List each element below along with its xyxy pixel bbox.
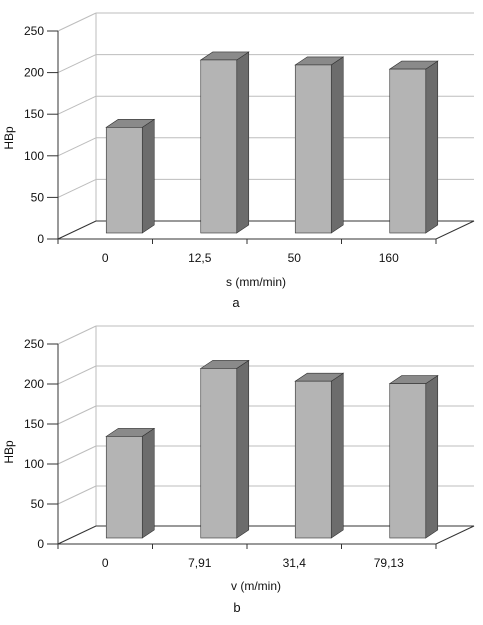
bar (294, 372, 345, 539)
y-tick-label: 150 (24, 417, 44, 431)
bar (105, 427, 156, 539)
y-tick-label: 250 (24, 24, 44, 38)
bar-front (105, 127, 143, 234)
chart-b-x-ticks: 0 7,91 31,4 79,13 (57, 544, 437, 570)
bar (294, 56, 345, 234)
bar-side (330, 372, 344, 539)
bar-front (294, 64, 332, 234)
chart-a-bars (105, 51, 439, 234)
gridline-diagonal (57, 445, 97, 465)
y-tick-label: 0 (37, 232, 44, 246)
bar-front (200, 368, 238, 539)
y-tick-label: 250 (24, 337, 44, 351)
floor-plane (57, 220, 475, 240)
y-tick-label: 100 (24, 457, 44, 471)
bar-front (294, 380, 332, 539)
y-tick-label: 0 (37, 537, 44, 551)
x-tick-label: 7,91 (188, 556, 212, 570)
chart-a-x-ticks: 0 12,5 50 160 (57, 239, 437, 265)
gridline-diagonal (57, 54, 97, 74)
chart-b: 0 50 100 150 200 250 0 7,91 31,4 79,13 HBp v (m/… (2, 325, 475, 615)
chart-b-y-axis-title: HBp (2, 440, 16, 464)
gridline-diagonal (57, 12, 97, 32)
gridline-diagonal (57, 485, 97, 505)
gridline-diagonal (57, 365, 97, 385)
bar (199, 359, 250, 539)
x-tick-label: 160 (379, 251, 399, 265)
chart-b-grid (57, 325, 475, 545)
chart-b-y-ticks: 0 50 100 150 200 250 (24, 337, 58, 551)
gridline-diagonal (57, 95, 97, 115)
bar (388, 375, 439, 539)
chart-b-x-axis-title: v (m/min) (231, 579, 281, 593)
x-tick-label: 50 (288, 251, 302, 265)
bar-side (141, 427, 155, 539)
y-tick-label: 50 (31, 497, 45, 511)
bar (388, 60, 439, 234)
gridline-diagonal (57, 325, 97, 345)
bar-front (389, 68, 427, 234)
x-tick-label: 31,4 (283, 556, 307, 570)
bar (199, 51, 250, 234)
y-tick-label: 200 (24, 66, 44, 80)
bar-side (330, 56, 344, 234)
gridline-diagonal (57, 405, 97, 425)
chart-a: 0 50 100 150 200 250 0 12,5 50 160 HBp s (mm/min… (2, 12, 475, 310)
gridline-diagonal (57, 178, 97, 198)
floor-plane (57, 525, 475, 545)
chart-a-y-ticks: 0 50 100 150 200 250 (24, 24, 58, 246)
bar-side (425, 60, 439, 234)
bar-side (425, 375, 439, 539)
x-tick-label: 0 (102, 556, 109, 570)
y-tick-label: 200 (24, 377, 44, 391)
chart-b-caption: b (233, 600, 240, 615)
x-tick-label: 0 (102, 251, 109, 265)
bar (105, 118, 156, 234)
y-tick-label: 150 (24, 107, 44, 121)
x-tick-label: 79,13 (374, 556, 404, 570)
bar-side (236, 51, 250, 234)
bar-side (236, 359, 250, 539)
bar-side (141, 118, 155, 234)
bar-front (105, 436, 143, 539)
chart-a-x-axis-title: s (mm/min) (226, 275, 286, 289)
chart-a-grid (57, 12, 475, 240)
bar-front (200, 59, 238, 234)
bar-front (389, 383, 427, 539)
x-tick-label: 12,5 (188, 251, 212, 265)
gridline-diagonal (57, 137, 97, 157)
y-tick-label: 50 (31, 190, 45, 204)
chart-a-y-axis-title: HBp (2, 126, 16, 150)
chart-b-bars (105, 359, 439, 539)
y-tick-label: 100 (24, 149, 44, 163)
chart-a-caption: a (232, 295, 240, 310)
